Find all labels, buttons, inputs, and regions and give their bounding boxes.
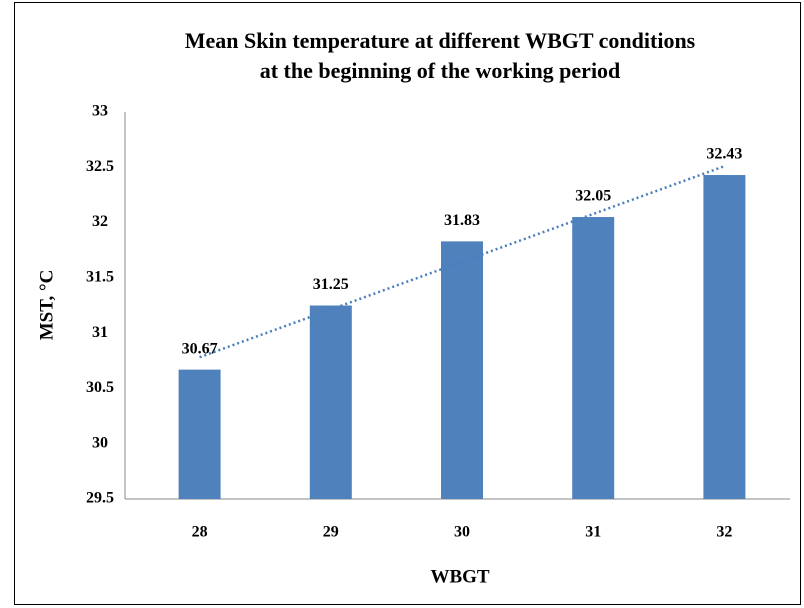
bar (178, 369, 221, 499)
bar (309, 305, 352, 499)
y-tick-label: 31 (92, 324, 108, 341)
x-tick-label: 29 (323, 524, 339, 541)
y-tick-label: 32 (92, 213, 108, 230)
chart-title: Mean Skin temperature at different WBGT … (185, 28, 696, 53)
y-tick-label: 30 (92, 434, 108, 451)
y-axis-title: MST, °C (36, 270, 57, 341)
bar (703, 175, 746, 500)
x-tick-label: 31 (585, 524, 601, 541)
y-tick-label: 32.5 (86, 158, 114, 175)
data-label: 31.25 (313, 276, 349, 293)
data-label: 32.05 (575, 188, 611, 205)
y-tick-label: 30.5 (86, 379, 114, 396)
chart-border (14, 2, 801, 605)
x-axis-title: WBGT (430, 566, 489, 587)
y-tick-label: 33 (92, 103, 108, 120)
y-tick-label: 31.5 (86, 269, 114, 286)
trendline (199, 165, 725, 359)
bar (572, 217, 615, 500)
data-label: 31.83 (444, 212, 480, 229)
y-tick-label: 29.5 (86, 490, 114, 507)
x-tick-label: 32 (716, 524, 732, 541)
x-tick-label: 28 (192, 524, 208, 541)
bar (441, 241, 483, 499)
data-label: 30.67 (182, 340, 218, 357)
chart-subtitle: at the beginning of the working period (260, 58, 621, 83)
x-tick-label: 30 (454, 524, 470, 541)
data-label: 32.43 (706, 146, 742, 163)
